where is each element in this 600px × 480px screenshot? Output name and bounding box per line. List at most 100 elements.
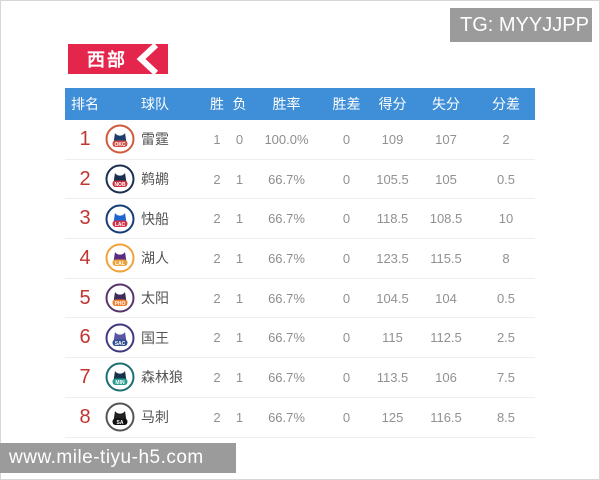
- pct-cell: 66.7%: [268, 290, 305, 306]
- diff-cell: 10: [498, 211, 514, 227]
- losses-cell: 1: [235, 171, 244, 187]
- pf-cell: 105.5: [376, 171, 409, 187]
- team-name: 森林狼: [141, 369, 183, 386]
- table-row: 4 LAL 湖人 2 1 66.7% 0 123.5 115.5 8: [65, 239, 535, 279]
- pct-cell: 66.7%: [268, 369, 305, 385]
- gb-cell: 0: [342, 290, 351, 306]
- table-header: 排名 球队 胜 负 胜率 胜差 得分 失分 分差: [65, 88, 535, 120]
- wins-cell: 2: [213, 250, 221, 266]
- col-team: 球队: [141, 96, 169, 112]
- pct-cell: 66.7%: [268, 171, 305, 187]
- pa-cell: 106: [435, 369, 457, 385]
- gb-cell: 0: [342, 131, 351, 147]
- col-pa: 失分: [432, 96, 460, 112]
- rank-cell: 5: [79, 286, 91, 309]
- pct-cell: 66.7%: [268, 409, 305, 425]
- pa-cell: 112.5: [430, 330, 462, 346]
- table-row: 6 SAC 国王 2 1 66.7% 0 115 112.5 2.5: [65, 318, 535, 359]
- col-pct: 胜率: [272, 96, 301, 112]
- table-row: 5 PHO 太阳 2 1 66.7% 0 104.5 104 0.5: [65, 279, 535, 319]
- gb-cell: 0: [342, 369, 351, 385]
- svg-text:OKC: OKC: [114, 142, 126, 148]
- diff-cell: 8: [502, 250, 510, 266]
- team-logo-icon: SAC: [105, 323, 135, 353]
- rank-cell: 8: [79, 405, 91, 428]
- team-logo-icon: MIN: [105, 362, 135, 392]
- svg-text:SA: SA: [117, 420, 124, 426]
- conference-banner: 西部: [68, 44, 168, 74]
- col-gb: 胜差: [332, 96, 361, 112]
- team-name: 太阳: [141, 290, 169, 307]
- diff-cell: 8.5: [496, 409, 516, 425]
- pct-cell: 66.7%: [268, 330, 305, 346]
- wins-cell: 2: [213, 211, 221, 227]
- gb-cell: 0: [342, 211, 351, 227]
- pct-cell: 66.7%: [268, 211, 305, 227]
- table-row: 8 SA 马刺 2 1 66.7% 0 125 116.5 8.5: [65, 398, 535, 438]
- team-name: 马刺: [141, 409, 169, 426]
- team-cell: LAC 快船: [105, 204, 205, 234]
- site-watermark-text: www.mile-tiyu-h5.com: [9, 447, 204, 468]
- wins-cell: 2: [213, 369, 221, 385]
- svg-text:PHO: PHO: [115, 301, 126, 307]
- diff-cell: 2: [502, 131, 510, 147]
- losses-cell: 1: [235, 409, 244, 425]
- rank-cell: 4: [79, 246, 91, 269]
- losses-cell: 1: [235, 211, 244, 227]
- team-logo-icon: LAL: [105, 243, 135, 273]
- table-row: 1 OKC 雷霆 1 0 100.0% 0 109 107 2: [65, 120, 535, 160]
- pf-cell: 118.5: [376, 211, 409, 227]
- team-cell: PHO 太阳: [105, 283, 205, 313]
- gb-cell: 0: [342, 330, 351, 346]
- table-row: 3 LAC 快船 2 1 66.7% 0 118.5 108.5 10: [65, 199, 535, 240]
- pa-cell: 115.5: [430, 250, 462, 266]
- gb-cell: 0: [342, 409, 351, 425]
- rank-cell: 6: [79, 326, 91, 349]
- team-name: 湖人: [141, 250, 169, 267]
- svg-text:LAL: LAL: [115, 261, 125, 267]
- table-body: 1 OKC 雷霆 1 0 100.0% 0 109 107 2 2: [65, 120, 535, 438]
- pa-cell: 105: [435, 171, 457, 187]
- gb-cell: 0: [342, 250, 351, 266]
- team-name: 雷霆: [141, 131, 169, 148]
- pa-cell: 108.5: [429, 211, 463, 227]
- rank-cell: 2: [79, 167, 91, 190]
- table-row: 7 MIN 森林狼 2 1 66.7% 0 113.5 106 7.5: [65, 358, 535, 398]
- gb-cell: 0: [342, 171, 351, 187]
- wins-cell: 2: [213, 330, 221, 346]
- team-cell: MIN 森林狼: [105, 362, 205, 392]
- col-diff: 分差: [492, 96, 520, 112]
- svg-text:LAC: LAC: [115, 222, 126, 228]
- telegram-watermark-text: TG: MYYJJPP: [460, 13, 589, 36]
- pf-cell: 104.5: [376, 290, 409, 306]
- team-logo-icon: OKC: [105, 124, 135, 154]
- team-name: 鹈鹕: [141, 171, 169, 188]
- pf-cell: 123.5: [376, 250, 409, 266]
- team-name: 国王: [141, 329, 169, 346]
- team-name: 快船: [141, 210, 169, 227]
- svg-text:NOB: NOB: [114, 182, 126, 188]
- rank-cell: 3: [79, 207, 91, 230]
- col-rank: 排名: [71, 96, 99, 112]
- team-cell: SAC 国王: [105, 323, 205, 353]
- svg-text:SAC: SAC: [115, 341, 126, 347]
- col-pf: 得分: [378, 96, 407, 112]
- site-watermark: www.mile-tiyu-h5.com: [0, 443, 236, 473]
- team-cell: LAL 湖人: [105, 243, 205, 273]
- team-cell: NOB 鹈鹕: [105, 164, 205, 194]
- pct-cell: 66.7%: [268, 250, 305, 266]
- wins-cell: 2: [213, 409, 221, 425]
- rank-cell: 7: [79, 365, 91, 388]
- pa-cell: 116.5: [430, 409, 462, 425]
- conference-title: 西部: [87, 50, 127, 70]
- diff-cell: 0.5: [496, 171, 516, 187]
- wins-cell: 2: [213, 171, 221, 187]
- team-logo-icon: PHO: [105, 283, 135, 313]
- losses-cell: 0: [235, 131, 244, 147]
- losses-cell: 1: [235, 330, 244, 346]
- team-cell: OKC 雷霆: [105, 124, 205, 154]
- telegram-watermark: TG: MYYJJPP: [450, 8, 592, 42]
- team-logo-icon: NOB: [105, 164, 135, 194]
- diff-cell: 0.5: [496, 290, 516, 306]
